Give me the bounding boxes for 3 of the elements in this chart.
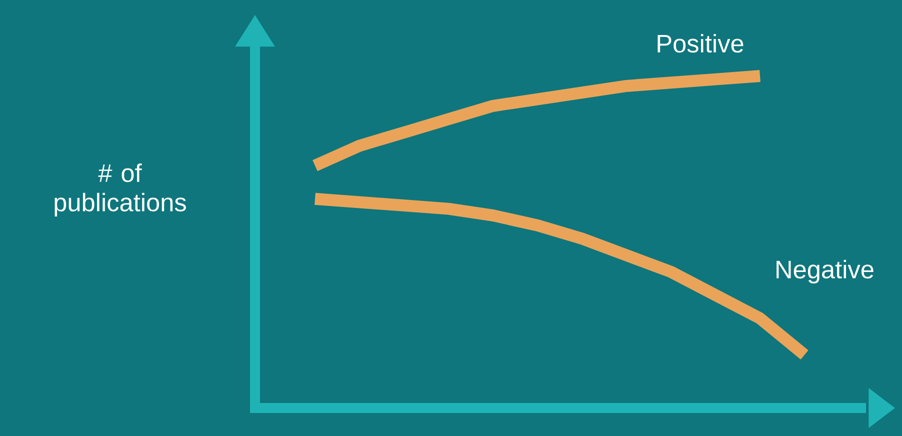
series-label: Negative xyxy=(776,260,874,284)
series-label: Positive xyxy=(658,34,744,53)
y-axis-title: # of publications xyxy=(54,164,186,216)
